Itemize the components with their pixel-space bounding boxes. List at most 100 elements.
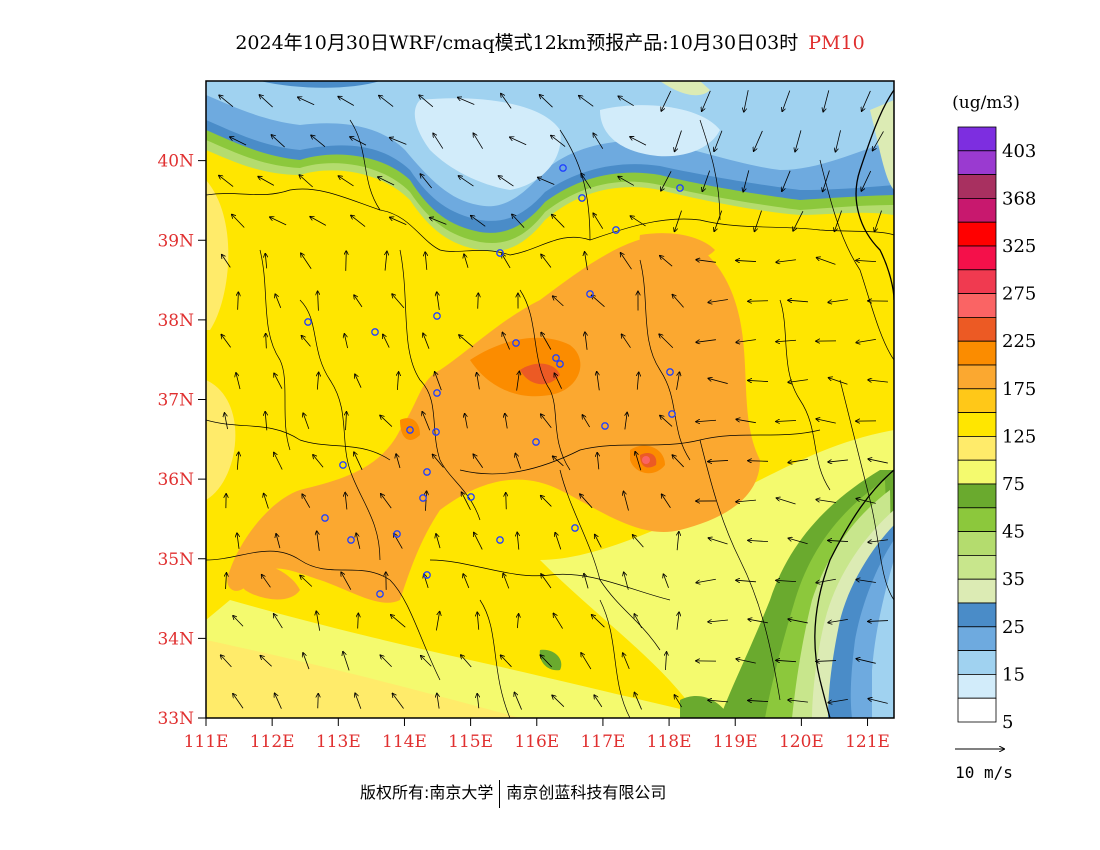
legend-swatch — [957, 316, 997, 342]
wind-arrow — [630, 216, 646, 227]
lon-tick-label: 120E — [779, 732, 824, 752]
wind-arrow — [317, 372, 318, 390]
wind-arrow — [433, 455, 444, 468]
wind-arrow — [397, 372, 398, 390]
wind-arrow — [708, 460, 729, 461]
legend-label: 15 — [1002, 664, 1025, 685]
wind-arrow — [868, 699, 888, 704]
wind-arrow — [302, 494, 311, 508]
lat-tick-label: 38N — [157, 311, 194, 331]
lon-tick-label: 121E — [845, 732, 890, 752]
wind-arrow — [301, 253, 312, 269]
legend-swatch — [957, 364, 997, 390]
wind-arrow — [659, 334, 674, 349]
wind-arrow — [512, 214, 525, 228]
lon-tick-label: 119E — [713, 732, 758, 752]
wind-arrow — [501, 655, 512, 668]
wind-arrow — [435, 612, 439, 631]
wind-arrow — [474, 533, 483, 550]
wind-arrow — [538, 177, 555, 185]
legend-swatch — [957, 555, 997, 580]
legend-label: 225 — [1002, 331, 1036, 352]
wind-arrow — [222, 255, 231, 268]
wind-arrow — [380, 655, 392, 668]
wind-arrow — [754, 130, 763, 151]
wind-arrow — [823, 90, 830, 111]
credit-left: 版权所有:南京大学 — [360, 783, 494, 802]
wind-arrow — [271, 135, 285, 148]
wind-arrow — [776, 580, 797, 581]
wind-arrow — [788, 700, 808, 702]
legend-label: 35 — [1002, 569, 1025, 590]
wind-arrow — [274, 373, 283, 389]
wind-arrow — [593, 213, 604, 229]
wind-arrow — [233, 616, 244, 627]
wind-arrow — [354, 295, 363, 308]
city-marker — [371, 328, 379, 336]
wind-arrow — [385, 251, 387, 271]
wind-arrow — [828, 540, 849, 541]
wind-arrow — [776, 340, 797, 342]
wind-arrow — [592, 295, 605, 307]
wind-arrow — [748, 461, 769, 462]
wind-arrow — [621, 334, 631, 348]
wind-arrow — [623, 653, 630, 670]
wind-arrow — [503, 574, 510, 589]
wind-arrow — [553, 613, 563, 629]
wind-arrow — [823, 170, 830, 192]
map-title: 2024年10月30日WRF/cmaq模式12km预报产品:10月30日03时 P… — [0, 28, 1100, 55]
legend-swatch — [957, 674, 997, 699]
wind-arrow — [346, 412, 347, 431]
legend-swatch — [957, 578, 997, 604]
wind-arrow — [437, 693, 439, 709]
city-marker — [393, 530, 401, 538]
wind-arrow — [677, 612, 679, 630]
legend-label: 5 — [1002, 712, 1013, 733]
wind-arrow — [459, 335, 474, 348]
wind-arrow — [597, 453, 599, 470]
wind-arrow — [776, 660, 797, 661]
legend-swatch — [957, 531, 997, 556]
wind-arrow — [580, 494, 593, 509]
wind-arrow — [259, 95, 273, 108]
wind-arrow — [501, 94, 512, 109]
legend-swatch — [957, 459, 997, 485]
lat-tick-label: 40N — [157, 152, 194, 172]
lat-tick-label: 33N — [157, 709, 194, 729]
wind-arrow — [623, 491, 629, 511]
city-marker — [578, 194, 586, 202]
wind-arrow — [592, 615, 605, 628]
wind-arrow — [390, 138, 407, 145]
wind-arrow — [226, 573, 227, 590]
title-main: 2024年10月30日WRF/cmaq模式12km预报产品:10月30日03时 — [235, 32, 799, 54]
wind-arrow — [672, 295, 684, 308]
wind-arrow — [356, 533, 361, 549]
wind-arrow — [696, 578, 716, 582]
legend-label: 403 — [1002, 141, 1036, 162]
lon-tick-label: 117E — [580, 732, 625, 752]
legend-swatch — [957, 412, 997, 437]
wind-arrow — [696, 260, 716, 263]
wind-arrow — [230, 137, 247, 146]
wind-arrow — [423, 333, 430, 349]
city-marker — [433, 312, 441, 320]
wind-arrow — [793, 210, 804, 231]
wind-arrow — [816, 578, 836, 582]
wind-arrow — [264, 494, 269, 509]
wind-arrow — [380, 415, 393, 427]
wind-arrow — [541, 332, 552, 350]
wind-arrow — [425, 252, 427, 270]
wind-arrow — [554, 373, 562, 389]
wind-arrow — [674, 210, 682, 232]
lat-tick-label: 36N — [157, 470, 194, 490]
wind-arrow — [499, 176, 514, 187]
wind-arrow — [421, 656, 432, 667]
wind-arrow — [579, 96, 594, 107]
wind-arrow — [788, 619, 808, 624]
wind-arrow — [637, 372, 638, 390]
wind-arrow — [665, 652, 666, 671]
wind-arrow — [736, 339, 756, 343]
wind-arrow — [672, 455, 684, 468]
wind-arrow — [270, 217, 287, 226]
wind-arrow — [816, 500, 836, 503]
